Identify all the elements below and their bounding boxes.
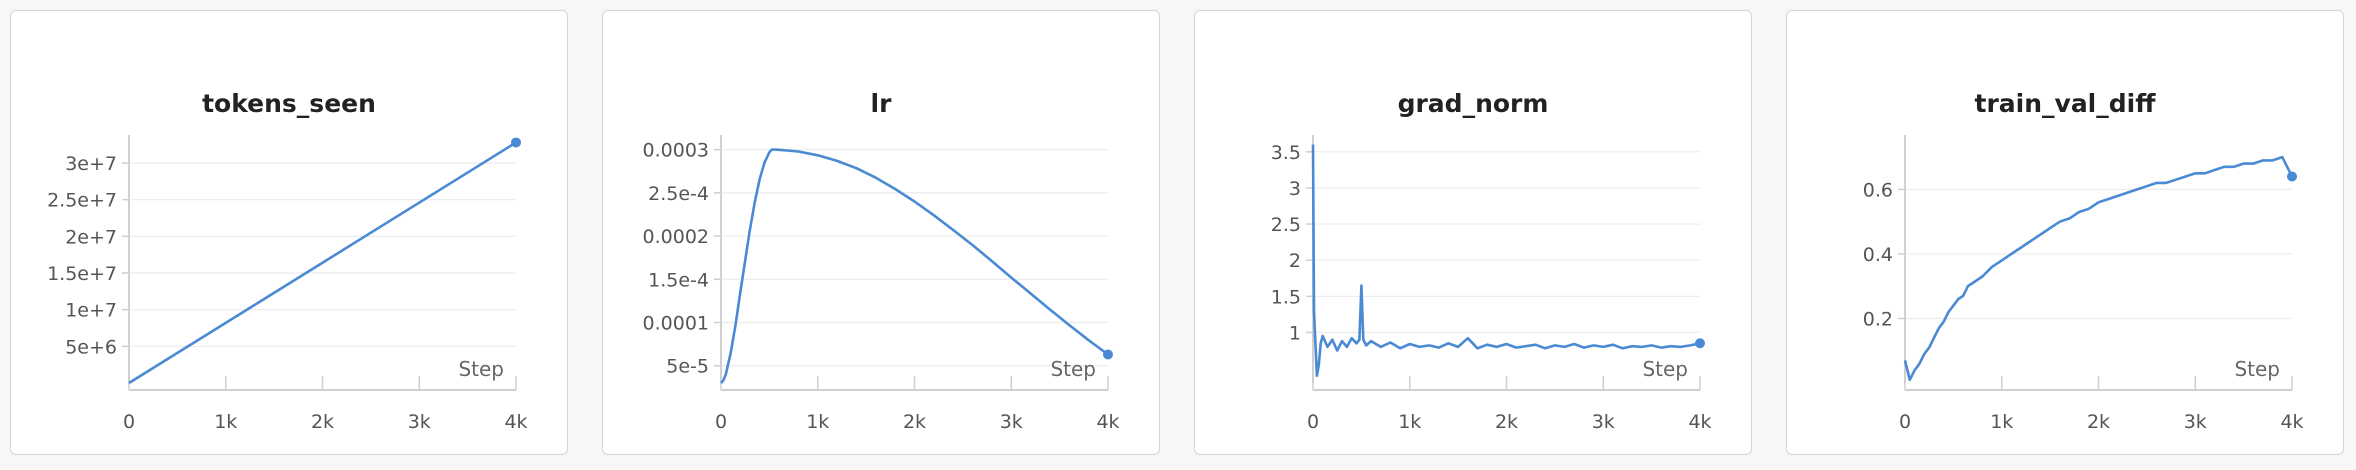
series-line xyxy=(1903,155,2294,382)
series-end-point xyxy=(2287,171,2297,182)
series-line xyxy=(128,141,517,385)
series-end-point xyxy=(511,137,521,148)
x-tick-label: 2k xyxy=(903,411,926,433)
y-tick-label: 1e+7 xyxy=(65,300,117,322)
y-tick-label: 1.5e+7 xyxy=(47,263,117,285)
chart-panel-tokens-seen[interactable]: tokens_seen 5e+6 1e+7 1.5e+7 2e+7 2.5e+7 3e+7… xyxy=(10,10,568,455)
y-tick-label: 0.0002 xyxy=(643,226,709,248)
y-tick-label: 3e+7 xyxy=(65,153,117,175)
x-tick-label: 3k xyxy=(1000,411,1023,433)
x-tick-label: 1k xyxy=(806,411,829,433)
x-tick-label: 3k xyxy=(2184,411,2207,433)
chart-panel-train-val-diff[interactable]: train_val_diff 0.2 0.4 0.6 0 1k 2k 3k 4k Step xyxy=(1786,10,2344,455)
y-tick-label: 0.2 xyxy=(1863,308,1893,330)
y-tick-label: 1 xyxy=(1289,322,1301,344)
x-tick-label: 1k xyxy=(214,411,237,433)
y-tick-label: 2 xyxy=(1289,250,1301,272)
series-line xyxy=(1311,144,1701,378)
x-tick-label: 4k xyxy=(1096,411,1119,433)
x-tick-label: 2k xyxy=(2087,411,2110,433)
y-tick-label: 0.6 xyxy=(1863,179,1893,201)
y-tick-label: 1.5e-4 xyxy=(648,269,709,291)
x-tick-label: 3k xyxy=(1592,411,1615,433)
x-tick-label: 0 xyxy=(123,411,135,433)
chart-svg: 5e+6 1e+7 1.5e+7 2e+7 2.5e+7 3e+7 0 1k 2k 3k 4k Ste… xyxy=(47,135,528,433)
x-tick-label: 2k xyxy=(1495,411,1518,433)
x-axis-label: Step xyxy=(458,357,504,381)
x-tick-label: 4k xyxy=(504,411,527,433)
series-line xyxy=(720,148,1109,384)
chart-svg: 0.2 0.4 0.6 0 1k 2k 3k 4k Step xyxy=(1863,135,2304,433)
chart-title: tokens_seen xyxy=(202,89,376,118)
chart-title: lr xyxy=(870,89,892,118)
chart-svg: 1 1.5 2 2.5 3 3.5 0 1k 2k 3k 4k Step xyxy=(1271,135,1712,433)
y-tick-label: 0.0003 xyxy=(643,140,709,162)
chart-panel-grad-norm[interactable]: grad_norm 1 1.5 2 2.5 3 3.5 0 1k 2k 3k 4k Step xyxy=(1194,10,1752,455)
x-tick-label: 0 xyxy=(1307,411,1319,433)
y-tick-label: 3 xyxy=(1289,178,1301,200)
y-tick-label: 5e-5 xyxy=(666,356,709,378)
x-tick-label: 3k xyxy=(408,411,431,433)
y-tick-label: 1.5 xyxy=(1271,286,1301,308)
y-tick-label: 2.5e-4 xyxy=(648,183,709,205)
x-tick-label: 1k xyxy=(1398,411,1421,433)
series-end-point xyxy=(1103,349,1113,360)
y-tick-label: 0.4 xyxy=(1863,244,1893,266)
x-tick-label: 0 xyxy=(1899,411,1911,433)
y-tick-label: 2e+7 xyxy=(65,226,117,248)
x-tick-label: 2k xyxy=(311,411,334,433)
x-axis-label: Step xyxy=(1050,357,1096,381)
x-tick-label: 0 xyxy=(715,411,727,433)
chart-title: train_val_diff xyxy=(1974,89,2156,118)
x-tick-label: 1k xyxy=(1990,411,2013,433)
series-end-point xyxy=(1695,338,1705,349)
x-tick-label: 4k xyxy=(1688,411,1711,433)
x-axis-label: Step xyxy=(1642,357,1688,381)
x-axis-label: Step xyxy=(2234,357,2280,381)
y-tick-label: 5e+6 xyxy=(65,336,117,358)
chart-title: grad_norm xyxy=(1397,89,1549,118)
chart-panel-lr[interactable]: lr 5e-5 0.0001 1.5e-4 0.0002 2.5e-4 0.0003 0 1k… xyxy=(602,10,1160,455)
x-tick-label: 4k xyxy=(2280,411,2303,433)
y-tick-label: 3.5 xyxy=(1271,142,1301,164)
y-tick-label: 2.5 xyxy=(1271,214,1301,236)
y-tick-label: 2.5e+7 xyxy=(47,190,117,212)
y-tick-label: 0.0001 xyxy=(643,313,709,335)
chart-svg: 5e-5 0.0001 1.5e-4 0.0002 2.5e-4 0.0003 0 1k 2k 3… xyxy=(643,135,1120,433)
